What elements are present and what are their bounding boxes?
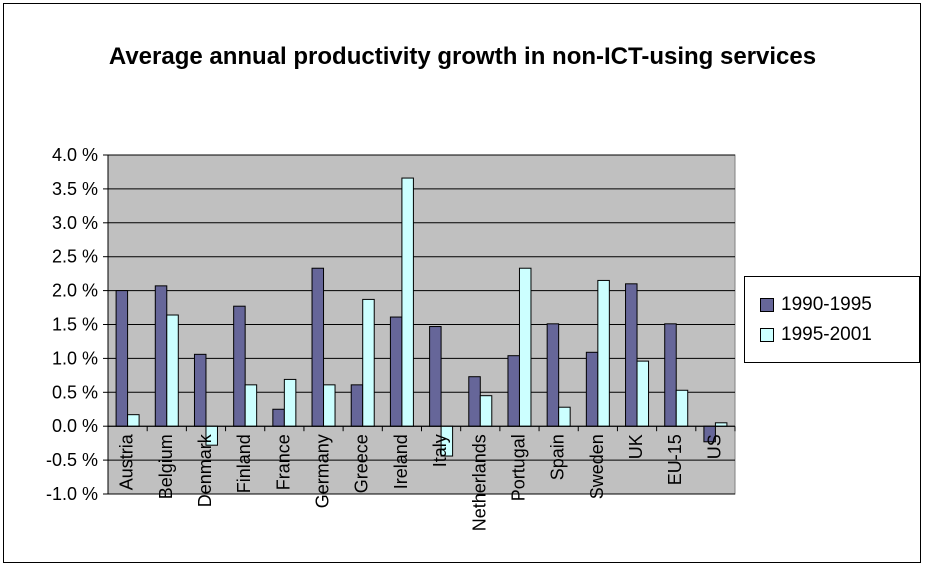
bar xyxy=(154,285,168,427)
y-tick-label: 0.0 % xyxy=(52,416,98,436)
x-tick-label: Germany xyxy=(313,434,333,508)
bar xyxy=(401,177,414,427)
bar xyxy=(636,360,650,427)
x-tick-label: Italy xyxy=(430,434,450,467)
y-tick-label: 4.0 % xyxy=(52,145,98,165)
bar xyxy=(127,414,140,427)
legend-swatch-1990-1995 xyxy=(760,298,774,312)
x-tick-label: US xyxy=(704,434,724,459)
x-tick-label: UK xyxy=(626,434,646,459)
bar xyxy=(362,298,375,427)
legend: 1990-1995 1995-2001 xyxy=(744,276,920,363)
y-tick-label: 2.0 % xyxy=(52,281,98,301)
bar xyxy=(311,267,325,427)
bar xyxy=(166,314,179,427)
y-tick-label: 1.0 % xyxy=(52,348,98,368)
y-tick-label: -0.5 % xyxy=(46,450,98,470)
y-tick-label: 0.5 % xyxy=(52,382,98,402)
chart-title: Average annual productivity growth in no… xyxy=(108,43,817,70)
x-tick-label: Ireland xyxy=(391,434,411,489)
bar xyxy=(518,267,532,427)
bar xyxy=(272,408,285,427)
bar xyxy=(389,316,403,427)
x-tick-label: Finland xyxy=(234,434,254,493)
bar xyxy=(115,290,129,427)
bar xyxy=(429,326,442,427)
bar xyxy=(597,279,610,427)
bar xyxy=(546,323,560,427)
bar xyxy=(283,378,297,427)
y-tick-label: 1.5 % xyxy=(52,315,98,335)
bar xyxy=(664,323,677,427)
x-tick-label: Portugal xyxy=(508,434,528,501)
legend-swatch-1995-2001 xyxy=(760,328,774,342)
y-tick-label: 3.0 % xyxy=(52,213,98,233)
y-tick-label: 3.5 % xyxy=(52,179,98,199)
legend-label-1990-1995: 1990-1995 xyxy=(781,294,872,315)
x-tick-label: Spain xyxy=(548,434,568,480)
bar xyxy=(233,305,246,427)
x-tick-label: Denmark xyxy=(195,433,215,507)
x-tick-label: Netherlands xyxy=(469,434,489,531)
y-tick-label: 2.5 % xyxy=(52,247,98,267)
x-tick-label: Sweden xyxy=(587,434,607,499)
x-tick-label: France xyxy=(273,434,293,490)
bar xyxy=(479,395,493,427)
x-tick-label: Greece xyxy=(352,434,372,493)
bar xyxy=(468,376,481,427)
bar xyxy=(558,406,571,427)
legend-item-1990-1995: 1990-1995 xyxy=(760,293,872,317)
bar xyxy=(585,351,599,427)
bar xyxy=(193,353,207,427)
x-tick-label: EU-15 xyxy=(665,434,685,485)
bar xyxy=(323,384,336,427)
bar xyxy=(350,384,364,427)
legend-label-1995-2001: 1995-2001 xyxy=(781,324,872,345)
bar xyxy=(244,384,258,427)
y-tick-label: -1.0 % xyxy=(46,484,98,504)
bar xyxy=(714,422,728,427)
bar xyxy=(507,355,520,427)
bar xyxy=(625,283,638,427)
legend-item-1995-2001: 1995-2001 xyxy=(760,323,872,347)
x-tick-label: Belgium xyxy=(156,434,176,499)
bar xyxy=(675,389,689,427)
x-tick-label: Austria xyxy=(117,433,137,490)
